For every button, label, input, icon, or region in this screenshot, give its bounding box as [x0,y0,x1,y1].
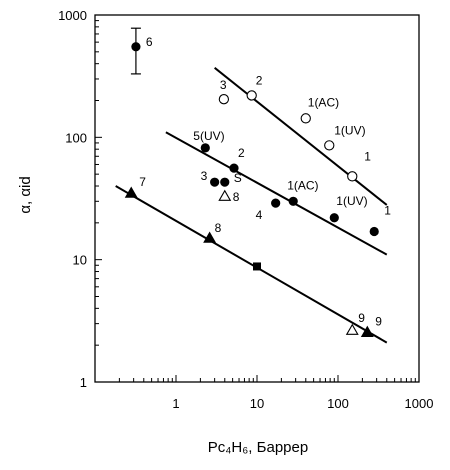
point-open-circle [300,113,311,124]
x-tick-label: 1 [172,396,179,411]
point-filled-triangle [203,231,217,243]
point-open-circle [347,171,358,182]
point-label: 1(UV) [336,194,367,208]
x-tick-label: 10 [250,396,264,411]
data-points [124,42,379,337]
point-filled-triangle [360,325,374,337]
point-filled-circle [271,198,281,208]
point-open-circle [246,90,257,101]
point-label: 1 [364,149,371,163]
fit-lines [115,67,388,344]
point-label: 3 [220,78,227,92]
point-filled-circle [288,196,298,206]
point-annotations: 6 5(UV) 2 3 S 4 1(AC) 1(UV) 1 3 2 1(AC) 1(UV) 1 7 8 9 8 9 [139,35,391,329]
point-open-circle [218,94,230,105]
y-tick-label: 10 [73,253,87,268]
y-tick-label: 100 [65,130,87,145]
y-axis-label: α, αid [17,176,34,213]
point-label: 2 [256,73,263,87]
point-filled-circle [220,177,230,187]
point-label: 1(UV) [334,123,365,137]
point-label: 9 [375,314,382,328]
point-label: 2 [238,146,245,160]
plot-frame [94,14,420,383]
axes [94,14,420,383]
fit-line [165,131,388,256]
tick-marks [94,14,420,383]
point-label: 7 [139,175,146,189]
fit-line [214,67,388,206]
point-filled-square [253,262,261,271]
x-tick-label: 100 [327,396,349,411]
point-filled-circle [229,163,239,173]
point-open-triangle [345,323,359,335]
point-filled-circle [200,143,210,153]
point-label: 1(AC) [308,95,339,109]
x-axis-label: Pc₄H₆, Баррер [208,439,308,456]
point-label: 1(AC) [287,178,318,192]
point-label: 4 [256,208,263,222]
y-tick-label: 1000 [58,8,87,23]
point-label: 3 [201,169,208,183]
point-label: 8 [215,221,222,235]
point-filled-circle [210,177,220,187]
x-tick-label: 1000 [405,396,434,411]
y-tick-label: 1 [80,375,87,390]
fit-line [115,185,388,344]
point-label: 5(UV) [193,129,224,143]
tick-labels: 1 10 100 1000 1 10 100 1000 [58,8,433,411]
point-open-circle [324,140,335,151]
point-label: 9 [358,311,365,325]
point-open-triangle [218,189,232,201]
point-label: S [234,171,242,185]
point-label: 1 [384,203,391,217]
point-label: 6 [146,35,153,49]
point-filled-circle [329,213,339,223]
point-label: 8 [233,190,240,204]
point-filled-circle [369,226,379,237]
point-filled-triangle [124,186,138,198]
point-filled-circle [131,42,141,52]
